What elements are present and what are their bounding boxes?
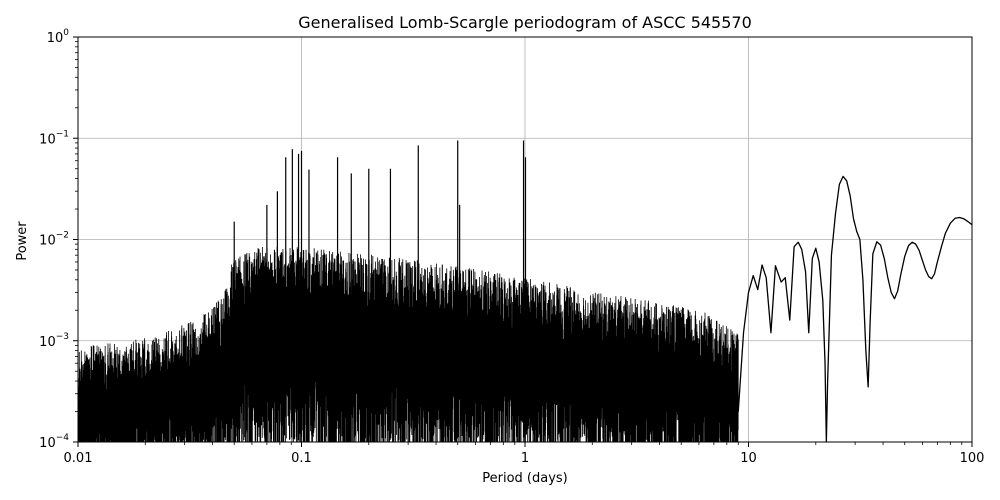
x-axis: 0.01 0.1 1 10 100 [64,442,985,466]
x-tick-label: 0.01 [64,451,93,466]
x-tick-label: 10 [740,451,757,466]
plot-area [78,140,972,442]
x-tick-label: 100 [960,451,985,466]
y-tick-label: 10−3 [39,332,69,350]
x-axis-title: Period (days) [482,471,568,486]
y-tick-label: 100 [47,28,70,46]
x-tick-label: 0.1 [291,451,312,466]
y-axis-title: Power [15,221,30,261]
periodogram-smooth-line [737,175,972,442]
periodogram-noise-line [78,246,739,442]
y-tick-label: 10−2 [39,231,69,249]
y-tick-label: 10−4 [39,433,69,451]
x-tick-label: 1 [521,451,529,466]
chart-title: Generalised Lomb-Scargle periodogram of … [298,13,752,32]
y-axis: 10−4 10−3 10−2 10−1 100 [39,28,78,451]
y-tick-label: 10−1 [39,129,69,147]
